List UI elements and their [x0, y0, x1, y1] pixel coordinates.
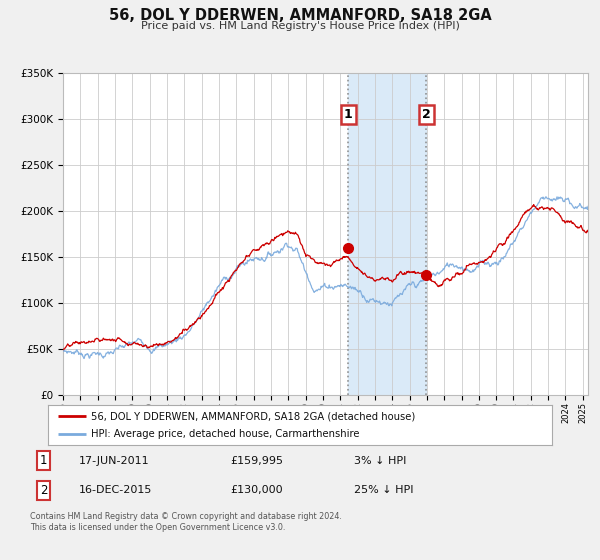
- Text: 25% ↓ HPI: 25% ↓ HPI: [354, 486, 413, 496]
- Text: HPI: Average price, detached house, Carmarthenshire: HPI: Average price, detached house, Carm…: [91, 429, 359, 439]
- Text: 56, DOL Y DDERWEN, AMMANFORD, SA18 2GA: 56, DOL Y DDERWEN, AMMANFORD, SA18 2GA: [109, 8, 491, 24]
- Text: 2: 2: [40, 484, 47, 497]
- Text: 17-JUN-2011: 17-JUN-2011: [79, 456, 149, 466]
- Text: Price paid vs. HM Land Registry's House Price Index (HPI): Price paid vs. HM Land Registry's House …: [140, 21, 460, 31]
- Text: 2: 2: [422, 108, 431, 121]
- Text: £159,995: £159,995: [230, 456, 283, 466]
- Text: Contains HM Land Registry data © Crown copyright and database right 2024.
This d: Contains HM Land Registry data © Crown c…: [30, 512, 342, 532]
- Text: 1: 1: [344, 108, 353, 121]
- Text: 3% ↓ HPI: 3% ↓ HPI: [354, 456, 406, 466]
- Text: 56, DOL Y DDERWEN, AMMANFORD, SA18 2GA (detached house): 56, DOL Y DDERWEN, AMMANFORD, SA18 2GA (…: [91, 411, 415, 421]
- Text: £130,000: £130,000: [230, 486, 283, 496]
- Bar: [348, 73, 426, 395]
- Text: 1: 1: [40, 454, 47, 468]
- Text: 16-DEC-2015: 16-DEC-2015: [79, 486, 152, 496]
